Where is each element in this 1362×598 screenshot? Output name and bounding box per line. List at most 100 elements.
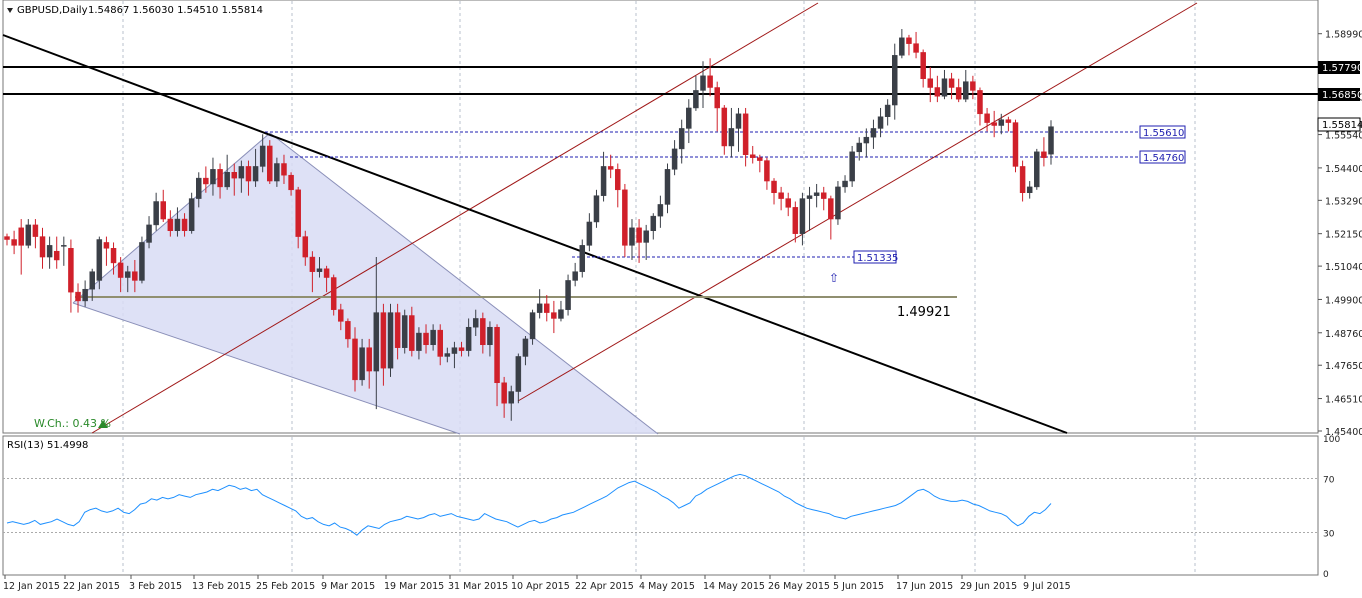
candle-body: [643, 230, 649, 243]
candle-body: [551, 312, 557, 319]
candle-body: [508, 391, 514, 404]
price-tick-label: 1.49900: [1325, 295, 1362, 306]
candle-body: [480, 318, 486, 346]
candle-body: [203, 177, 209, 185]
date-tick-label: 13 Feb 2015: [192, 581, 251, 592]
candle-body: [579, 245, 586, 272]
candle-body: [742, 113, 749, 155]
date-tick-label: 14 May 2015: [703, 581, 765, 592]
date-tick-label: 29 Jun 2015: [960, 581, 1017, 592]
candle-body: [96, 239, 103, 281]
candle-body: [1012, 122, 1019, 167]
candle-body: [32, 224, 39, 237]
candle-body: [735, 113, 742, 129]
price-tick-label: 1.58990: [1325, 30, 1362, 41]
candle-body: [174, 218, 181, 231]
level-box-151335: [853, 250, 897, 264]
candle-body: [4, 236, 10, 240]
candle-body: [586, 221, 593, 246]
channel-line-upper: [91, 2, 819, 434]
price-tick-label: 1.51040: [1325, 262, 1362, 273]
date-tick-label: 22 Apr 2015: [575, 581, 634, 592]
candle-body: [522, 338, 529, 357]
candle-body: [39, 236, 46, 258]
candle-body: [153, 201, 159, 226]
candle-body: [132, 271, 138, 281]
candle-body: [423, 332, 429, 346]
candle-body: [196, 177, 202, 199]
rsi-tick-label: 0: [1323, 570, 1329, 580]
candle-body: [728, 128, 735, 147]
candle-body: [799, 198, 806, 234]
price-tick-label: 1.54400: [1325, 164, 1362, 175]
candle-body: [778, 192, 784, 199]
rsi-grid: [3, 437, 1318, 574]
collapse-arrow-icon: [7, 8, 13, 13]
candle-body: [416, 332, 422, 351]
candle-body: [259, 145, 266, 167]
level-label-154760: 1.54760: [1143, 153, 1184, 164]
date-tick-label: 22 Jan 2015: [63, 581, 120, 592]
candle-body: [345, 321, 351, 340]
candle-body: [615, 169, 621, 191]
candle-body: [387, 312, 394, 369]
candle-body: [892, 55, 898, 106]
candle-body: [693, 90, 699, 109]
candle-body: [501, 382, 507, 404]
candle-body: [970, 81, 976, 91]
triangle-up-icon: [98, 420, 108, 428]
candle-body: [813, 192, 820, 196]
date-tick-label: 9 Jul 2015: [1023, 581, 1071, 592]
candle-body: [757, 157, 763, 161]
candle-body: [955, 87, 962, 100]
candle-body: [238, 166, 245, 179]
candle-body: [224, 172, 230, 188]
date-tick-label: 31 Mar 2015: [448, 581, 508, 592]
candle-body: [323, 268, 330, 278]
candle-body: [295, 189, 301, 237]
candle-body: [288, 174, 294, 191]
date-tick-label: 12 Jan 2015: [3, 581, 60, 592]
date-tick-label: 19 Mar 2015: [384, 581, 444, 592]
price-tick-label: 1.45400: [1325, 427, 1362, 438]
candle-body: [160, 201, 166, 220]
triangle-pattern: [73, 133, 658, 434]
candle-body: [835, 186, 841, 220]
candle-body: [465, 326, 472, 351]
candle-body: [82, 288, 88, 302]
candle-body: [444, 353, 451, 357]
downtrend-line: [2, 34, 1068, 434]
candle-body: [309, 256, 316, 272]
candle-body: [629, 227, 635, 246]
candle-body: [913, 43, 919, 53]
candle-body: [1005, 119, 1012, 123]
candle-body: [671, 148, 678, 170]
candles: [4, 29, 1054, 421]
candle-body: [472, 318, 479, 328]
symbol-label: GBPUSD,Daily: [17, 5, 88, 16]
candle-body: [124, 271, 131, 278]
candle-body: [558, 309, 564, 319]
price-tick-label: 1.53290: [1325, 196, 1362, 207]
candle-body: [749, 154, 756, 158]
weekly-change-label: W.Ch.: 0.43 %: [34, 417, 111, 430]
candle-body: [245, 166, 252, 182]
candle-body: [998, 119, 1005, 126]
candle-body: [515, 356, 522, 392]
candle-body: [721, 107, 728, 147]
candle-body: [110, 248, 117, 264]
candle-body: [771, 180, 777, 193]
candle-body: [451, 347, 458, 354]
up-arrow-icon: ⇧: [829, 271, 839, 285]
candle-body: [593, 195, 600, 223]
candle-body: [650, 215, 657, 231]
candle-body: [46, 245, 53, 258]
level-box-154760: [1139, 150, 1186, 164]
level-label-151335: 1.51335: [857, 253, 898, 264]
candle-body: [544, 303, 550, 313]
candle-body: [25, 224, 32, 246]
candle-body: [494, 326, 500, 384]
triangle-edge: [72, 302, 461, 435]
candle-body: [437, 329, 443, 357]
